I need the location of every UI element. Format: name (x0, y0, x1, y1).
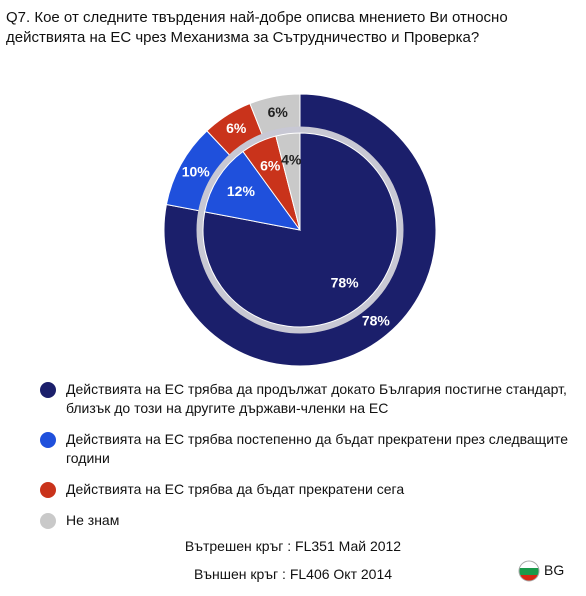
country-code: BG (544, 562, 565, 578)
pie-slice (202, 132, 398, 328)
data-label: 10% (182, 163, 211, 179)
legend-label: Действията на ЕС трябва постепенно да бъ… (66, 431, 569, 466)
legend-swatch (40, 513, 56, 529)
legend: Действията на ЕС трябва да продължат док… (40, 380, 580, 542)
data-label: 78% (362, 312, 391, 328)
legend-swatch (40, 432, 56, 448)
data-label: 6% (268, 104, 289, 120)
legend-item: Действията на ЕС трябва постепенно да бъ… (40, 430, 580, 468)
data-label: 6% (226, 120, 247, 136)
pie-slice (204, 150, 302, 231)
legend-swatch (40, 482, 56, 498)
pie-slice (275, 132, 301, 231)
legend-item: Действията на ЕС трябва да бъдат прекрат… (40, 480, 580, 499)
legend-swatch (40, 382, 56, 398)
data-label: 78% (331, 275, 360, 291)
flag-icon (518, 560, 540, 582)
inner-ring-note: Вътрешен кръг : FL351 Май 2012 (184, 538, 402, 554)
data-label: 12% (227, 183, 256, 199)
data-label: 6% (260, 157, 281, 173)
legend-label: Не знам (66, 512, 120, 528)
legend-label: Действията на ЕС трябва да бъдат прекрат… (66, 481, 405, 497)
legend-label: Действията на ЕС трябва да продължат док… (66, 381, 567, 416)
chart-title: Q7. Кое от следните твърдения най-добре … (6, 9, 508, 46)
data-label: 4% (281, 151, 302, 167)
outer-ring-note: Външен кръг : FL406 Окт 2014 (193, 566, 393, 582)
chart: 78%12%6% 4%78%10%6%6% (163, 93, 437, 367)
ring-separator (196, 126, 404, 334)
legend-item: Не знам (40, 511, 580, 530)
legend-item: Действията на ЕС трябва да продължат док… (40, 380, 580, 418)
